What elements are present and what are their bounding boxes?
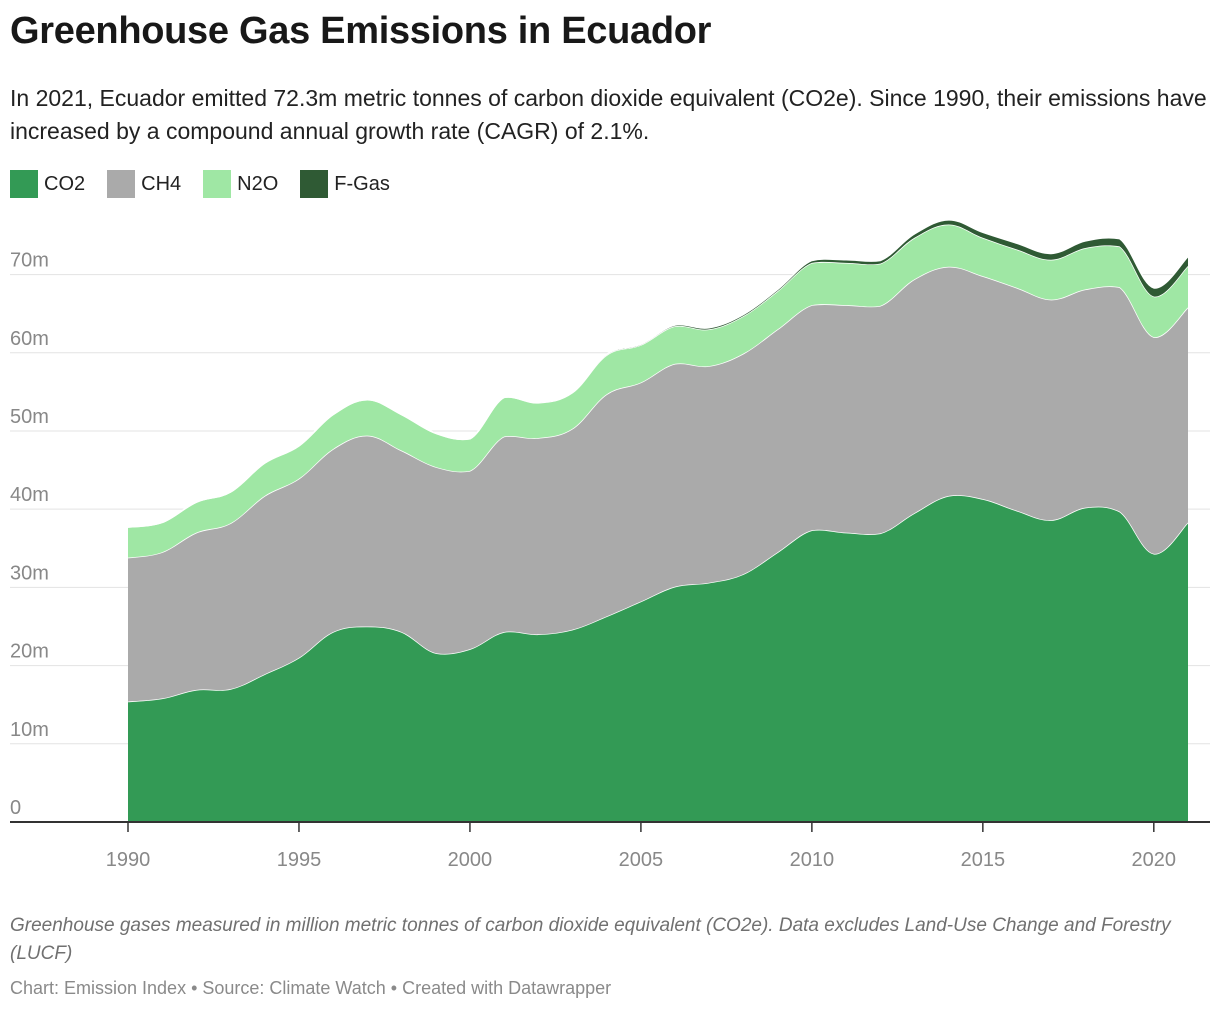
- area-n2o: [128, 224, 1188, 558]
- x-tick-label: 2020: [1132, 849, 1177, 871]
- x-tick-label: 2005: [619, 849, 664, 871]
- x-tick-label: 1995: [277, 849, 322, 871]
- y-tick-label: 10m: [10, 719, 49, 741]
- x-tick-label: 1990: [106, 849, 151, 871]
- legend-label-n2o: N2O: [237, 172, 279, 195]
- legend-item-co2: CO2: [10, 170, 85, 198]
- chart-title: Greenhouse Gas Emissions in Ecuador: [10, 10, 712, 52]
- x-tick-label: 2015: [961, 849, 1006, 871]
- y-tick-label: 60m: [10, 328, 49, 350]
- legend-swatch-ch4: [107, 170, 136, 198]
- stacked-area-chart: 0 10m 20m 30m 40m 50m 60m 70m 1990 1995 2000 2005 20…: [10, 219, 1210, 871]
- legend-item-n2o: N2O: [203, 170, 278, 198]
- y-tick-label: 30m: [10, 562, 49, 584]
- area-co2: [128, 495, 1188, 822]
- y-tick-label: 70m: [10, 250, 49, 272]
- legend-swatch-n2o: [203, 170, 232, 198]
- legend-swatch-co2: [10, 170, 38, 198]
- y-tick-label: 0: [10, 797, 21, 819]
- legend-label-co2: CO2: [44, 172, 86, 195]
- chart-subtitle: In 2021, Ecuador emitted 72.3m metric to…: [10, 85, 1207, 144]
- legend-label-fgas: F-Gas: [334, 172, 390, 195]
- legend-swatch-fgas: [300, 170, 329, 198]
- area-edge-fgas: [127, 219, 1189, 528]
- legend-label-ch4: CH4: [141, 172, 182, 195]
- chart-footer: Chart: Emission Index • Source: Climate …: [10, 978, 612, 998]
- chart-notes: Greenhouse gases measured in million met…: [10, 915, 1171, 964]
- y-tick-label: 20m: [10, 641, 49, 663]
- y-tick-label: 40m: [10, 484, 49, 506]
- legend-item-ch4: CH4: [107, 170, 181, 198]
- area-ch4: [128, 266, 1188, 702]
- area-series: [127, 219, 1189, 822]
- y-tick-label: 50m: [10, 406, 49, 428]
- x-tick-label: 2010: [790, 849, 835, 871]
- axes: 0 10m 20m 30m 40m 50m 60m 70m 1990 1995 2000 2005 20…: [10, 250, 1210, 871]
- legend-item-fgas: F-Gas: [300, 170, 390, 198]
- legend: CO2 CH4 N2O F-Gas: [10, 170, 412, 198]
- x-tick-label: 2000: [448, 849, 493, 871]
